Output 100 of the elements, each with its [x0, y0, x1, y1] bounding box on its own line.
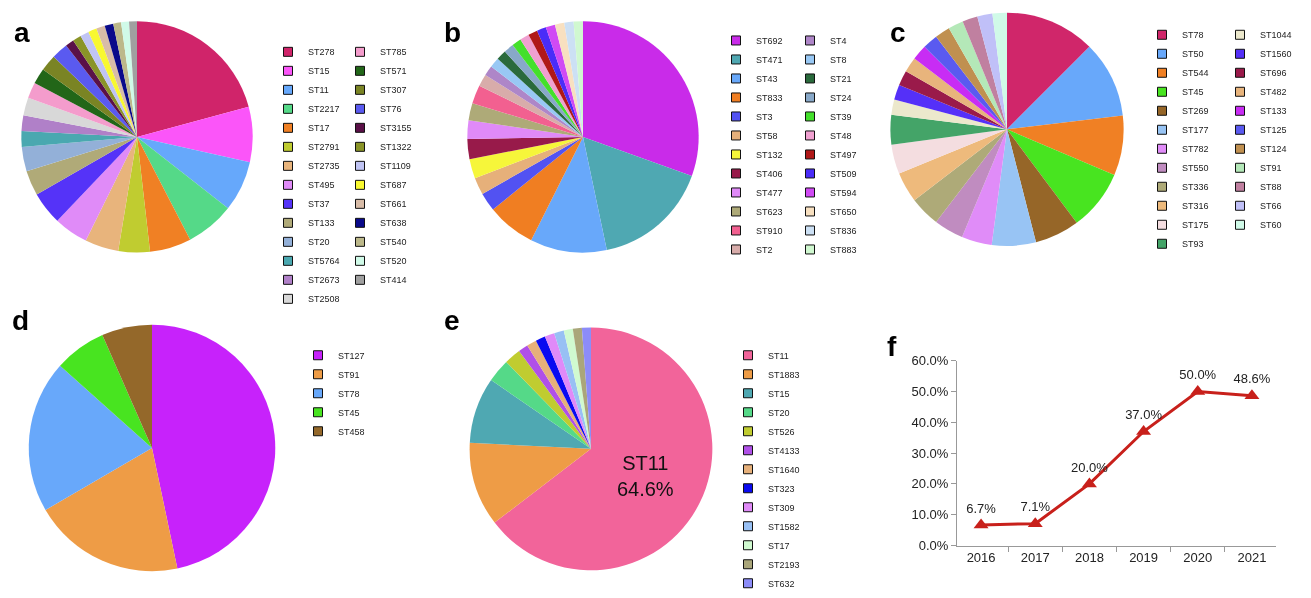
data-label: ST11 64.6%: [616, 451, 674, 500]
legend-label: ST650: [830, 206, 857, 217]
legend-label: ST4133: [768, 445, 800, 456]
legend-label: ST836: [830, 225, 857, 236]
x-tick-label: 2020: [1183, 550, 1213, 566]
legend-label: ST88: [1260, 182, 1282, 193]
y-tick-label: 30.0%: [911, 445, 949, 461]
legend-label: ST17: [768, 540, 790, 551]
pie-slice: [962, 129, 1007, 245]
legend-label: ST2217: [308, 104, 340, 115]
chart-title: b: [444, 17, 462, 48]
pie-slice: [96, 25, 137, 137]
legend-label: ST495: [308, 180, 335, 191]
pie-slice: [137, 106, 253, 163]
pie-slice: [563, 328, 591, 449]
pie-slice: [137, 136, 191, 252]
pie-slice: [42, 56, 137, 137]
pie-slice: [520, 34, 583, 137]
pie-slice: [535, 336, 591, 449]
legend-label: ST93: [1182, 239, 1204, 250]
legend-label: ST696: [1260, 68, 1287, 79]
legend-label: ST782: [1182, 144, 1209, 155]
pie-slice: [469, 136, 583, 179]
legend-label: ST1109: [380, 161, 411, 172]
chart-title: a: [14, 17, 30, 48]
legend-label: ST20: [308, 237, 330, 248]
legend-label: ST76: [380, 104, 402, 115]
legend-label: ST458: [338, 426, 365, 437]
legend-label: ST883: [830, 244, 857, 255]
pie-slice: [914, 46, 1007, 130]
pie-slice: [469, 380, 591, 449]
legend-label: ST11: [308, 85, 329, 96]
y-tick-label: 60.0%: [911, 353, 949, 369]
legend-label: ST544: [1182, 68, 1209, 79]
y-tick-label: 50.0%: [911, 384, 949, 400]
legend-label: ST497: [830, 149, 857, 160]
legend-label: ST3155: [380, 123, 412, 134]
legend-label: ST406: [756, 168, 783, 179]
pie-slice: [936, 129, 1007, 237]
pie-slice: [564, 21, 583, 137]
legend-label: ST8: [830, 54, 847, 65]
legend-label: ST78: [1182, 30, 1204, 41]
pie-slice: [1007, 129, 1115, 223]
pie-slice: [34, 69, 137, 137]
legend-label: ST91: [338, 369, 360, 380]
legend-label: ST45: [338, 407, 360, 418]
pie-slice: [537, 27, 583, 137]
legend-label: ST509: [830, 168, 857, 179]
legend-label: ST175: [1182, 220, 1209, 231]
pie-slice: [57, 136, 137, 241]
pie-slice: [914, 129, 1007, 222]
pie-slice: [891, 99, 1007, 130]
legend-label: ST2: [756, 244, 773, 255]
legend-label: ST177: [1182, 125, 1209, 136]
pie-slice: [113, 22, 137, 137]
chart-title: d: [12, 305, 30, 336]
legend-label: ST43: [756, 73, 778, 84]
pie-slice: [544, 333, 591, 449]
legend-label: ST2193: [768, 559, 800, 570]
pie-slice: [23, 97, 137, 137]
legend-label: ST37: [308, 199, 330, 210]
legend-label: ST2673: [308, 275, 340, 286]
legend-label: ST2508: [308, 294, 340, 305]
pie-slice: [467, 136, 583, 160]
pie-slice: [491, 361, 591, 449]
legend-label: ST133: [308, 218, 335, 229]
legend-label: ST623: [756, 206, 783, 217]
legend-label: ST540: [380, 237, 407, 248]
legend-label: ST1640: [768, 464, 800, 475]
legend-label: ST60: [1260, 220, 1282, 231]
legend-label: ST571: [380, 66, 407, 77]
legend-label: ST910: [756, 225, 783, 236]
legend-label: ST132: [756, 149, 783, 160]
x-tick-label: 2018: [1074, 550, 1104, 566]
legend-label: ST3: [756, 111, 773, 122]
pie-slice: [26, 136, 137, 195]
legend-label: ST124: [1260, 144, 1287, 155]
legend-label: ST1044: [1260, 30, 1292, 41]
legend-label: ST15: [768, 388, 790, 399]
y-tick-label: 10.0%: [911, 507, 949, 523]
pie-slice: [36, 136, 137, 221]
pie-slice: [482, 136, 583, 210]
legend-label: ST1883: [768, 369, 800, 380]
legend-label: ST45: [1182, 87, 1204, 98]
legend-label: ST785: [380, 47, 407, 58]
legend-label: ST2791: [308, 142, 340, 153]
data-label: 6.7%: [966, 500, 997, 516]
legend-label: ST309: [768, 502, 795, 513]
pie-slice: [936, 28, 1007, 130]
legend-label: ST661: [380, 199, 407, 210]
legend-label: ST21: [830, 73, 852, 84]
legend-label: ST414: [380, 275, 407, 286]
legend-label: ST316: [1182, 201, 1209, 212]
legend-label: ST66: [1260, 201, 1282, 212]
pie-slice: [1007, 129, 1077, 243]
legend-label: ST336: [1182, 182, 1209, 193]
legend-label: ST20: [768, 407, 790, 418]
legend-label: ST833: [756, 92, 783, 103]
pie-slice: [28, 83, 137, 137]
pie-slice: [472, 85, 583, 137]
